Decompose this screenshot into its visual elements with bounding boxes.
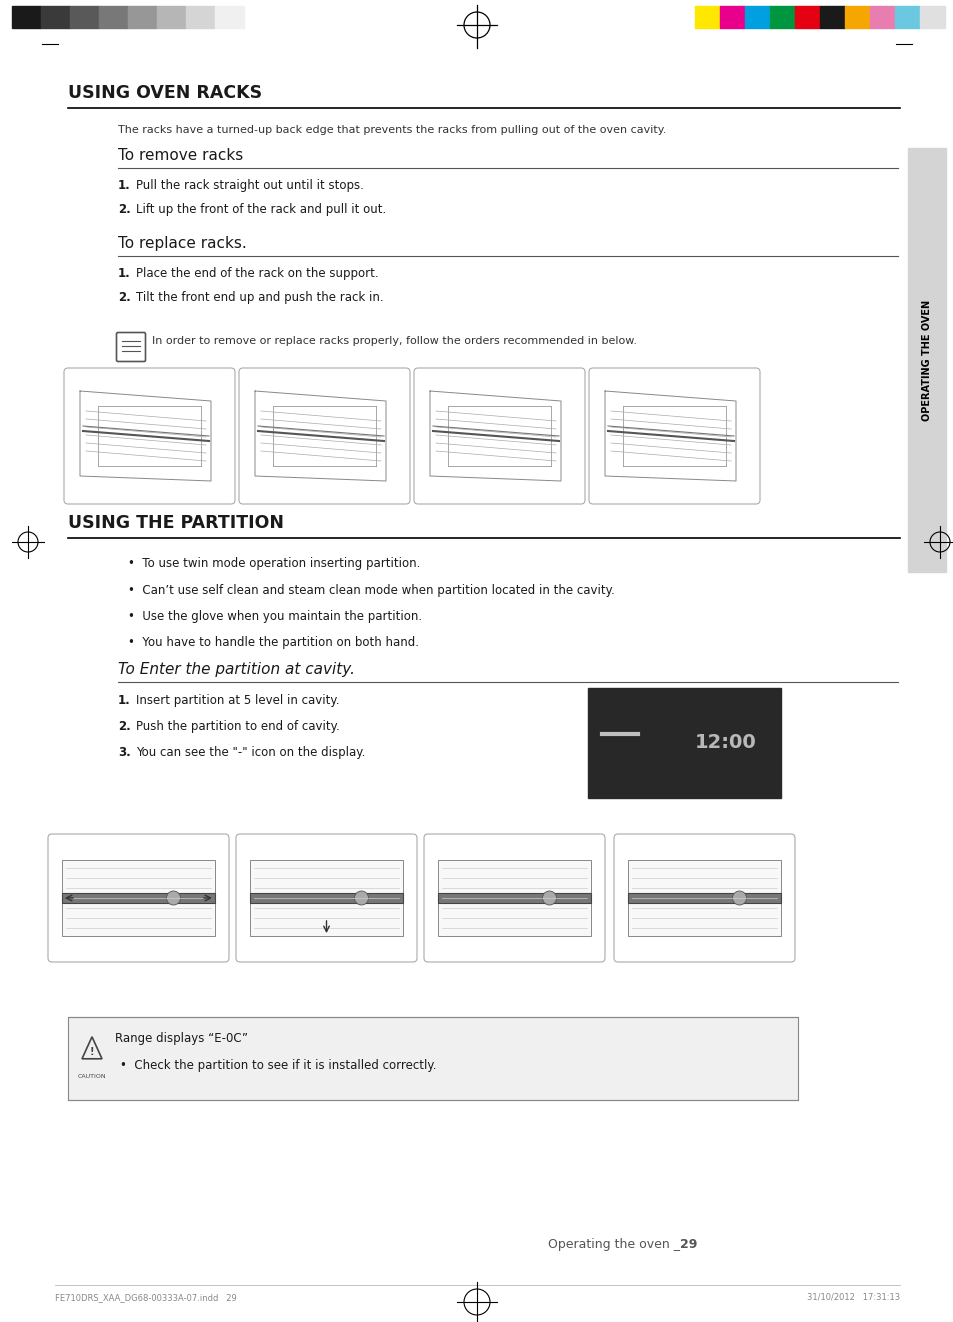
Text: 12:00: 12:00 [695, 732, 756, 752]
Bar [695, 7, 720, 28]
Text: You can see the "-" icon on the display.: You can see the "-" icon on the display. [136, 746, 365, 759]
Text: 2.: 2. [118, 291, 131, 304]
Text: To remove racks: To remove racks [118, 148, 243, 163]
Bar [894, 7, 919, 28]
Text: 1.: 1. [118, 178, 131, 192]
Text: Push the partition to end of cavity.: Push the partition to end of cavity. [136, 720, 339, 732]
Text: •  You have to handle the partition on both hand.: • You have to handle the partition on bo… [128, 636, 418, 649]
Circle shape [542, 891, 556, 906]
Bar [587, 687, 781, 798]
Bar [186, 7, 214, 28]
FancyBboxPatch shape [235, 834, 416, 962]
Bar [769, 7, 794, 28]
Bar [437, 892, 590, 903]
Text: 2.: 2. [118, 204, 131, 215]
Bar [62, 861, 214, 936]
Text: 29: 29 [679, 1237, 697, 1251]
Text: •  Check the partition to see if it is installed correctly.: • Check the partition to see if it is in… [120, 1059, 436, 1072]
Text: !: ! [90, 1047, 94, 1058]
Bar [844, 7, 869, 28]
FancyBboxPatch shape [48, 834, 229, 962]
Bar [627, 892, 781, 903]
Bar [919, 7, 944, 28]
Text: 31/10/2012   17:31:13: 31/10/2012 17:31:13 [806, 1293, 899, 1302]
Bar [70, 7, 99, 28]
Text: •  Use the glove when you maintain the partition.: • Use the glove when you maintain the pa… [128, 609, 421, 623]
FancyBboxPatch shape [64, 368, 234, 504]
Bar [41, 7, 70, 28]
Bar [744, 7, 769, 28]
Text: Range displays “E-0C”: Range displays “E-0C” [115, 1032, 248, 1044]
Bar [437, 861, 590, 936]
Text: FE710DRS_XAA_DG68-00333A-07.indd   29: FE710DRS_XAA_DG68-00333A-07.indd 29 [55, 1293, 236, 1302]
Text: The racks have a turned-up back edge that prevents the racks from pulling out of: The racks have a turned-up back edge tha… [118, 126, 666, 135]
Circle shape [732, 891, 745, 906]
Text: 3.: 3. [118, 746, 131, 759]
Text: 1.: 1. [118, 267, 131, 280]
Text: To Enter the partition at cavity.: To Enter the partition at cavity. [118, 662, 355, 677]
Text: To replace racks.: To replace racks. [118, 237, 247, 251]
Bar [627, 861, 781, 936]
FancyBboxPatch shape [614, 834, 794, 962]
Text: USING THE PARTITION: USING THE PARTITION [68, 514, 284, 531]
Bar [128, 7, 157, 28]
Bar [794, 7, 820, 28]
Text: Operating the oven _: Operating the oven _ [547, 1237, 679, 1251]
Text: •  To use twin mode operation inserting partition.: • To use twin mode operation inserting p… [128, 557, 420, 570]
Text: Place the end of the rack on the support.: Place the end of the rack on the support… [136, 267, 378, 280]
FancyBboxPatch shape [588, 368, 760, 504]
Bar [214, 7, 244, 28]
Circle shape [167, 891, 180, 906]
Bar [68, 1017, 797, 1100]
Text: In order to remove or replace racks properly, follow the orders recommended in b: In order to remove or replace racks prop… [152, 336, 637, 346]
Bar [157, 7, 186, 28]
Circle shape [355, 891, 368, 906]
Text: Insert partition at 5 level in cavity.: Insert partition at 5 level in cavity. [136, 694, 339, 707]
Text: Pull the rack straight out until it stops.: Pull the rack straight out until it stop… [136, 178, 363, 192]
Text: •  Can’t use self clean and steam clean mode when partition located in the cavit: • Can’t use self clean and steam clean m… [128, 584, 614, 598]
Text: 1.: 1. [118, 694, 131, 707]
Text: 2.: 2. [118, 720, 131, 732]
FancyBboxPatch shape [239, 368, 410, 504]
Bar [99, 7, 128, 28]
FancyBboxPatch shape [423, 834, 604, 962]
FancyBboxPatch shape [116, 333, 146, 361]
Bar [250, 892, 402, 903]
Bar [907, 148, 945, 572]
Text: Tilt the front end up and push the rack in.: Tilt the front end up and push the rack … [136, 291, 383, 304]
Bar [869, 7, 894, 28]
Text: CAUTION: CAUTION [77, 1075, 106, 1080]
FancyBboxPatch shape [414, 368, 584, 504]
Bar [720, 7, 744, 28]
Text: Lift up the front of the rack and pull it out.: Lift up the front of the rack and pull i… [136, 204, 386, 215]
Bar [12, 7, 41, 28]
Bar [62, 892, 214, 903]
Text: USING OVEN RACKS: USING OVEN RACKS [68, 85, 262, 102]
Bar [820, 7, 844, 28]
Bar [250, 861, 402, 936]
Text: OPERATING THE OVEN: OPERATING THE OVEN [921, 300, 931, 420]
